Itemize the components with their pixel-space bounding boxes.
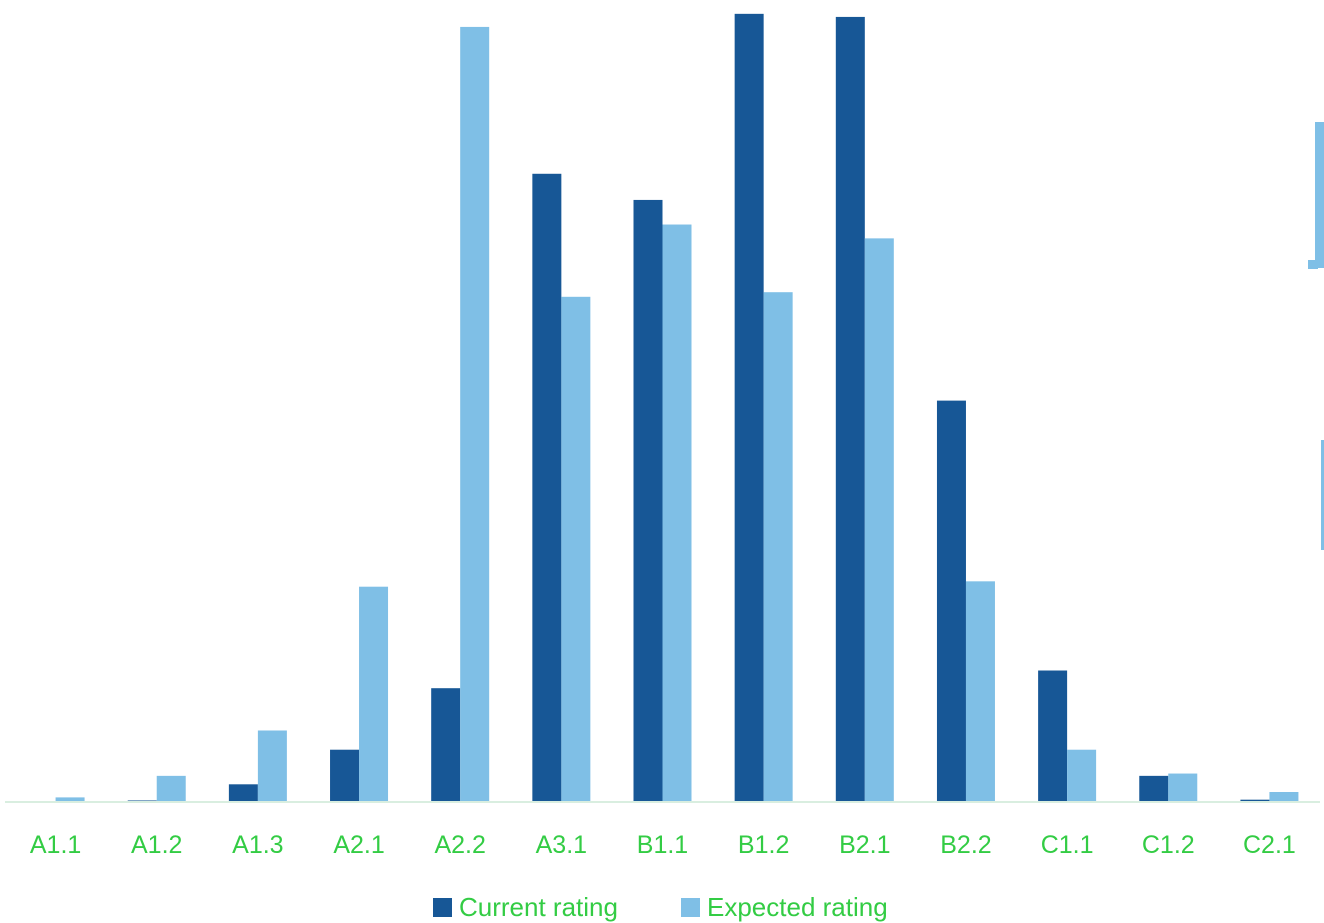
- x-tick-label: A1.2: [131, 831, 182, 859]
- bar-expected-A1-2: [156, 775, 186, 802]
- bar-expected-A1-1: [55, 797, 85, 802]
- bar-expected-C2-1: [1269, 792, 1299, 802]
- x-tick-label: A1.3: [232, 831, 283, 859]
- edge-artifacts: [1308, 122, 1324, 550]
- bar-expected-A3-1: [561, 296, 591, 802]
- legend-item-expected-rating: Expected rating: [681, 892, 888, 922]
- bar-current-B2-1: [835, 16, 865, 803]
- edge-bar-fragment: [1308, 260, 1318, 269]
- bar-expected-C1-1: [1067, 749, 1097, 802]
- legend-label: Expected rating: [707, 892, 888, 922]
- bar-expected-A1-3: [257, 730, 287, 802]
- bar-current-B2-2: [936, 400, 966, 802]
- x-tick-label: C1.2: [1142, 831, 1195, 859]
- x-tick-label: B1.2: [738, 831, 789, 859]
- legend-label: Current rating: [459, 892, 618, 922]
- bar-current-A2-2: [431, 688, 461, 802]
- bar-current-A1-3: [228, 784, 258, 802]
- x-tick-label: A3.1: [536, 831, 587, 859]
- bar-current-C1-1: [1038, 670, 1068, 802]
- bar-current-A2-1: [330, 749, 360, 802]
- bar-expected-B2-1: [864, 238, 894, 802]
- x-tick-label: B2.2: [940, 831, 991, 859]
- bars-layer: [55, 13, 1299, 803]
- x-tick-label: A1.1: [30, 831, 81, 859]
- edge-bar-fragment: [1321, 440, 1324, 550]
- bar-expected-B1-2: [763, 292, 793, 802]
- x-tick-label: C2.1: [1243, 831, 1296, 859]
- bar-expected-A2-1: [359, 586, 389, 802]
- legend-swatch: [433, 898, 452, 917]
- x-tick-label: A2.1: [333, 831, 384, 859]
- bar-expected-B2-2: [965, 581, 995, 802]
- x-tick-label: B2.1: [839, 831, 890, 859]
- bar-current-B1-2: [734, 13, 764, 802]
- x-tick-labels: A1.1 A1.2 A1.3 A2.1 A2.2 A3.1 B1.1 B1.2 B2.1 B2.2…: [30, 831, 1296, 859]
- legend-swatch: [681, 898, 700, 917]
- bar-expected-A2-2: [460, 26, 490, 803]
- x-tick-label: B1.1: [637, 831, 688, 859]
- bar-expected-B1-1: [662, 224, 692, 802]
- bar-expected-C1-2: [1168, 773, 1198, 802]
- edge-bar-fragment: [1315, 122, 1324, 268]
- bar-current-C1-2: [1139, 775, 1169, 802]
- bar-current-C2-1: [1240, 799, 1270, 802]
- x-tick-label: A2.2: [434, 831, 485, 859]
- bar-current-A3-1: [532, 173, 562, 802]
- legend: Current rating Expected rating: [433, 892, 888, 922]
- legend-item-current-rating: Current rating: [433, 892, 618, 922]
- x-tick-label: C1.1: [1041, 831, 1094, 859]
- bar-current-B1-1: [633, 199, 663, 802]
